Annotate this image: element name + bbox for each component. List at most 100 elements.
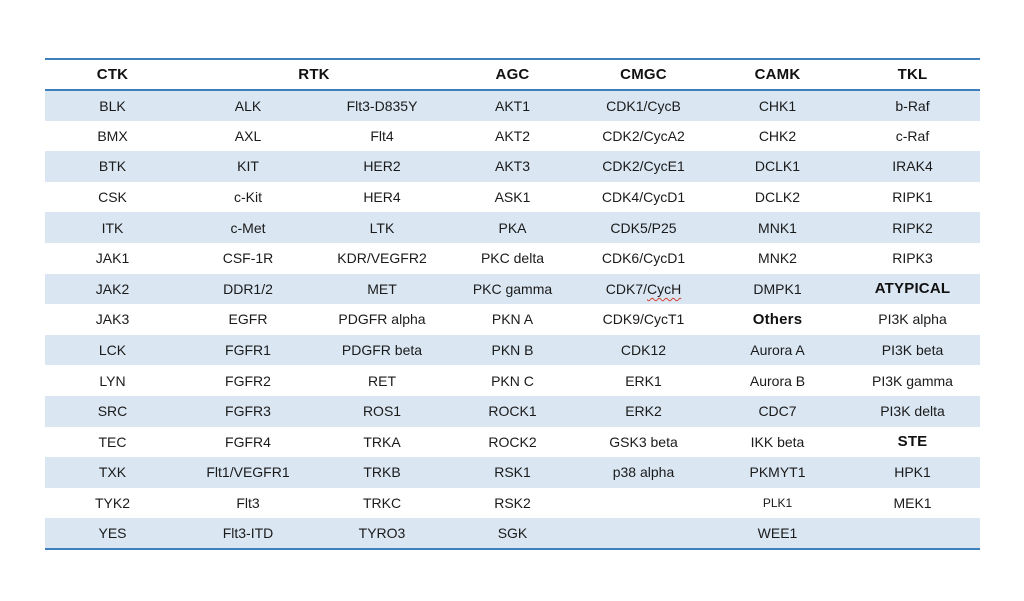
table-cell: ROCK2 [488,433,537,450]
table-cell: PKA [498,219,527,236]
table-cell: TXK [98,464,127,481]
table-cell: PLK1 [762,496,793,511]
table-cell: RIPK1 [892,189,933,206]
table-cell: MET [367,280,397,297]
table-cell: DMPK1 [753,280,802,297]
table-cell: MNK2 [758,250,797,267]
table-cell: JAK3 [95,311,130,328]
table-cell: CDK6/CycD1 [601,250,686,267]
table-cell: AKT3 [494,158,530,175]
table-cell: TYK2 [94,495,130,512]
table-cell: TYRO3 [358,525,406,542]
table-cell: Aurora A [750,342,805,359]
table-row: CSK c-Kit HER4 ASK1 CDK4/CycD1 DCLK2 RIPK1 [45,181,980,213]
table-cell: Flt3-ITD [222,525,274,542]
column-header-ctk: CTK [45,59,180,91]
table-cell: RET [368,372,396,389]
column-header-camk: CAMK [710,59,845,91]
table-cell: EGFR [228,311,268,328]
table-cell: ROCK1 [488,403,537,420]
table-cell: RSK1 [494,464,531,481]
table-cell: Flt3-D835Y [346,97,418,114]
table-cell: CDC7 [758,403,797,420]
table-cell [577,488,710,519]
table-cell: BTK [98,158,127,175]
table-cell: JAK2 [95,280,130,297]
table-row: TYK2 Flt3 TRKC RSK2 PLK1 MEK1 [45,487,980,519]
table-cell: WEE1 [757,525,798,542]
table-cell: ITK [101,219,124,236]
table-cell: PI3K alpha [878,311,947,328]
table-row: ITK c-Met LTK PKA CDK5/P25 MNK1 RIPK2 [45,212,980,243]
table-row: JAK3 EGFR PDGFR alpha PKN A CDK9/CycT1 Others… [45,304,980,335]
table-cell: GSK3 beta [609,433,678,450]
table-cell: Others [752,310,803,328]
table-cell: TRKC [362,495,402,512]
table-cell: DCLK1 [754,158,801,175]
table-cell: HER2 [363,158,401,175]
table-cell: CDK4/CycD1 [601,189,686,206]
table-cell: RSK2 [494,495,531,512]
table-cell: PDGFR beta [341,342,423,359]
table-cell: Flt1/VEGFR1 [206,464,290,481]
table-cell: FGFR4 [225,433,271,450]
table-cell: PKN C [491,372,534,389]
table-cell: JAK1 [95,250,130,267]
table-cell: CDK2/CycA2 [602,127,685,144]
table-cell: LCK [98,342,127,359]
table-cell: CDK2/CycE1 [602,158,685,175]
table-cell: b-Raf [895,97,930,114]
kinase-family-table: CTK RTK AGC CMGC CAMK TKL BLK ALK Flt3-D83… [45,58,980,550]
table-row: LCK FGFR1 PDGFR beta PKN B CDK12 Aurora A PI3K… [45,334,980,366]
table-cell: CDK1/CycB [606,97,681,114]
table-cell: PKN B [491,342,534,359]
table-cell: HER4 [363,189,401,206]
table-cell: RIPK3 [892,250,933,267]
table-cell: AKT2 [494,127,530,144]
table-cell: YES [98,525,127,542]
table-cell: AXL [234,127,262,144]
table-cell: MNK1 [758,219,797,236]
table-cell: ERK2 [625,403,662,420]
table-cell: ALK [234,97,262,114]
table-cell: CSF-1R [222,250,274,267]
table-cell: LYN [99,372,126,389]
table-cell: PI3K gamma [872,372,953,389]
table-cell: RIPK2 [892,219,933,236]
table-cell: ROS1 [362,403,402,420]
table-cell: SRC [97,403,128,420]
table-cell: TRKB [363,464,401,481]
table-cell: CHK1 [758,97,797,114]
table-row: BLK ALK Flt3-D835Y AKT1 CDK1/CycB CHK1 b-Raf [45,90,980,121]
column-header-cmgc: CMGC [577,59,710,91]
table-cell [845,518,980,549]
table-cell: TRKA [363,433,401,450]
table-cell: PKC delta [480,250,545,267]
table-row: TEC FGFR4 TRKA ROCK2 GSK3 beta IKK beta STE [45,426,980,458]
table-cell: CDK9/CycT1 [602,311,685,328]
table-header-row: CTK RTK AGC CMGC CAMK TKL [45,59,980,91]
table-cell: CSK [98,189,127,206]
table-cell: Flt3 [236,495,260,512]
table-cell: IKK beta [750,433,805,450]
table-body: BLK ALK Flt3-D835Y AKT1 CDK1/CycB CHK1 b-Raf BM… [45,90,980,549]
table-row: SRC FGFR3 ROS1 ROCK1 ERK2 CDC7 PI3K delta [45,395,980,427]
table-row: BTK KIT HER2 AKT3 CDK2/CycE1 DCLK1 IRAK4 [45,151,980,182]
table-cell: TEC [98,433,127,450]
column-header-tkl: TKL [845,59,980,91]
table-cell: DDR1/2 [223,280,273,297]
table-cell: AKT1 [494,97,530,114]
table-row: JAK1 CSF-1R KDR/VEGFR2 PKC delta CDK6/CycD1 M… [45,242,980,274]
table-cell: Aurora B [749,372,806,389]
table-cell: LTK [369,219,395,236]
table-row: BMX AXL Flt4 AKT2 CDK2/CycA2 CHK2 c-Raf [45,120,980,152]
table-cell: CDK12 [620,342,667,359]
table-cell: KIT [237,158,259,175]
table-row: TXK Flt1/VEGFR1 TRKB RSK1 p38 alpha PKMYT1 HPK… [45,457,980,488]
column-header-rtk: RTK [180,59,448,91]
table-cell: IRAK4 [892,158,933,175]
table-row: LYN FGFR2 RET PKN C ERK1 Aurora B PI3K gamma [45,365,980,396]
table-row: YES Flt3-ITD TYRO3 SGK WEE1 [45,518,980,549]
column-header-agc: AGC [448,59,577,91]
